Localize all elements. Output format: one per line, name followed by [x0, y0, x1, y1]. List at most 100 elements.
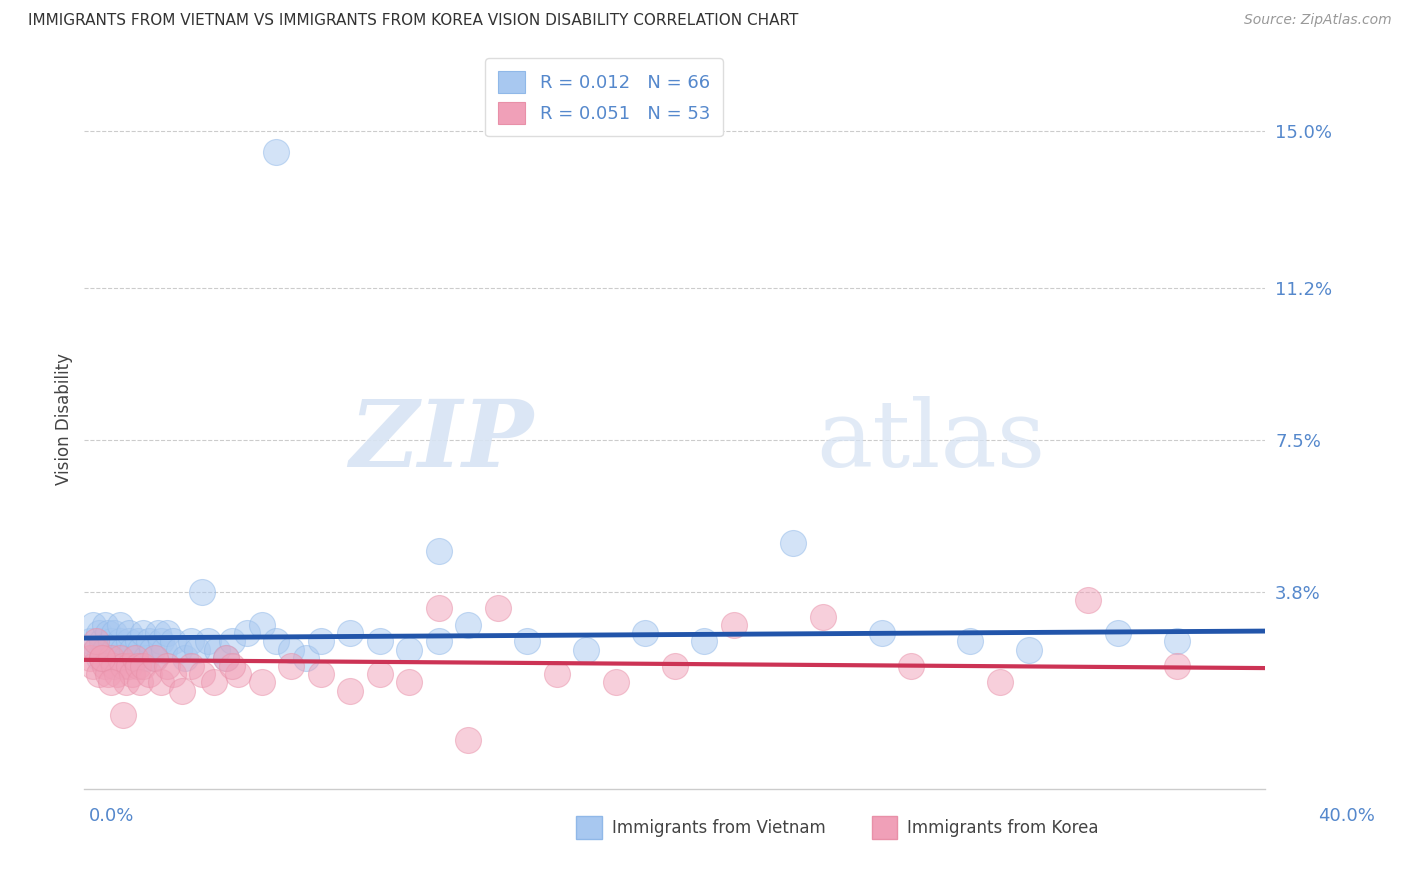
Point — [121, 642, 143, 657]
Point — [264, 145, 288, 159]
Point — [280, 642, 302, 657]
Point — [97, 650, 120, 665]
Point — [205, 642, 228, 657]
Point — [215, 650, 238, 665]
Point — [105, 650, 128, 665]
Text: Immigrants from Korea: Immigrants from Korea — [907, 819, 1098, 837]
Point — [870, 626, 893, 640]
Point — [82, 659, 104, 673]
Point — [191, 667, 214, 681]
Point — [516, 634, 538, 648]
Point — [91, 650, 114, 665]
Point — [309, 634, 332, 648]
Point — [100, 634, 122, 648]
Point — [221, 634, 243, 648]
Point — [111, 642, 134, 657]
Point — [457, 618, 479, 632]
Point — [339, 626, 361, 640]
Point — [664, 659, 686, 673]
Point — [79, 650, 101, 665]
Point — [236, 626, 259, 640]
Text: 40.0%: 40.0% — [1319, 807, 1375, 825]
Point — [959, 634, 981, 648]
Point — [162, 667, 184, 681]
Text: Immigrants from Vietnam: Immigrants from Vietnam — [612, 819, 825, 837]
Point — [148, 626, 170, 640]
Point — [150, 675, 173, 690]
Point — [250, 618, 273, 632]
Point — [186, 642, 208, 657]
Point — [114, 650, 136, 665]
Point — [129, 675, 152, 690]
Point — [173, 650, 195, 665]
Text: 0.0%: 0.0% — [89, 807, 134, 825]
Point — [129, 642, 152, 657]
Point — [111, 708, 134, 723]
Point — [108, 618, 131, 632]
Point — [191, 585, 214, 599]
Point — [180, 634, 202, 648]
Point — [167, 642, 190, 657]
Point — [127, 634, 149, 648]
Point — [118, 634, 141, 648]
Point — [79, 634, 101, 648]
Point — [250, 675, 273, 690]
Point — [197, 634, 219, 648]
Point — [156, 659, 179, 673]
Point — [811, 609, 834, 624]
Point — [605, 675, 627, 690]
Point — [127, 659, 149, 673]
Point — [226, 667, 249, 681]
Point — [135, 650, 157, 665]
Point — [97, 626, 120, 640]
Y-axis label: Vision Disability: Vision Disability — [55, 353, 73, 485]
Text: Source: ZipAtlas.com: Source: ZipAtlas.com — [1244, 13, 1392, 28]
Point — [84, 634, 107, 648]
Point — [84, 642, 107, 657]
Point — [143, 650, 166, 665]
Point — [427, 634, 450, 648]
Point — [89, 650, 111, 665]
Point — [988, 675, 1011, 690]
Point — [108, 650, 131, 665]
Point — [91, 650, 114, 665]
Point — [339, 683, 361, 698]
Point — [94, 659, 117, 673]
Point — [180, 659, 202, 673]
Point — [94, 618, 117, 632]
Point — [118, 626, 141, 640]
Point — [693, 634, 716, 648]
Point — [138, 634, 160, 648]
Point — [105, 667, 128, 681]
Point — [124, 650, 146, 665]
Point — [1166, 659, 1188, 673]
Point — [89, 626, 111, 640]
Legend: R = 0.012   N = 66, R = 0.051   N = 53: R = 0.012 N = 66, R = 0.051 N = 53 — [485, 58, 723, 136]
Point — [118, 659, 141, 673]
Point — [114, 675, 136, 690]
Point — [723, 618, 745, 632]
Point — [457, 733, 479, 747]
Point — [162, 634, 184, 648]
Point — [97, 667, 120, 681]
Point — [546, 667, 568, 681]
Point — [132, 626, 155, 640]
Point — [91, 634, 114, 648]
Point — [124, 650, 146, 665]
Point — [121, 667, 143, 681]
Point — [1018, 642, 1040, 657]
Point — [84, 642, 107, 657]
Point — [103, 626, 125, 640]
Text: IMMIGRANTS FROM VIETNAM VS IMMIGRANTS FROM KOREA VISION DISABILITY CORRELATION C: IMMIGRANTS FROM VIETNAM VS IMMIGRANTS FR… — [28, 13, 799, 29]
Point — [156, 626, 179, 640]
Text: ZIP: ZIP — [349, 396, 533, 486]
Point — [427, 544, 450, 558]
Point — [100, 650, 122, 665]
Point — [202, 675, 225, 690]
Point — [575, 642, 598, 657]
Point — [427, 601, 450, 615]
Point — [486, 601, 509, 615]
Point — [782, 535, 804, 549]
Point — [1107, 626, 1129, 640]
Point — [94, 642, 117, 657]
